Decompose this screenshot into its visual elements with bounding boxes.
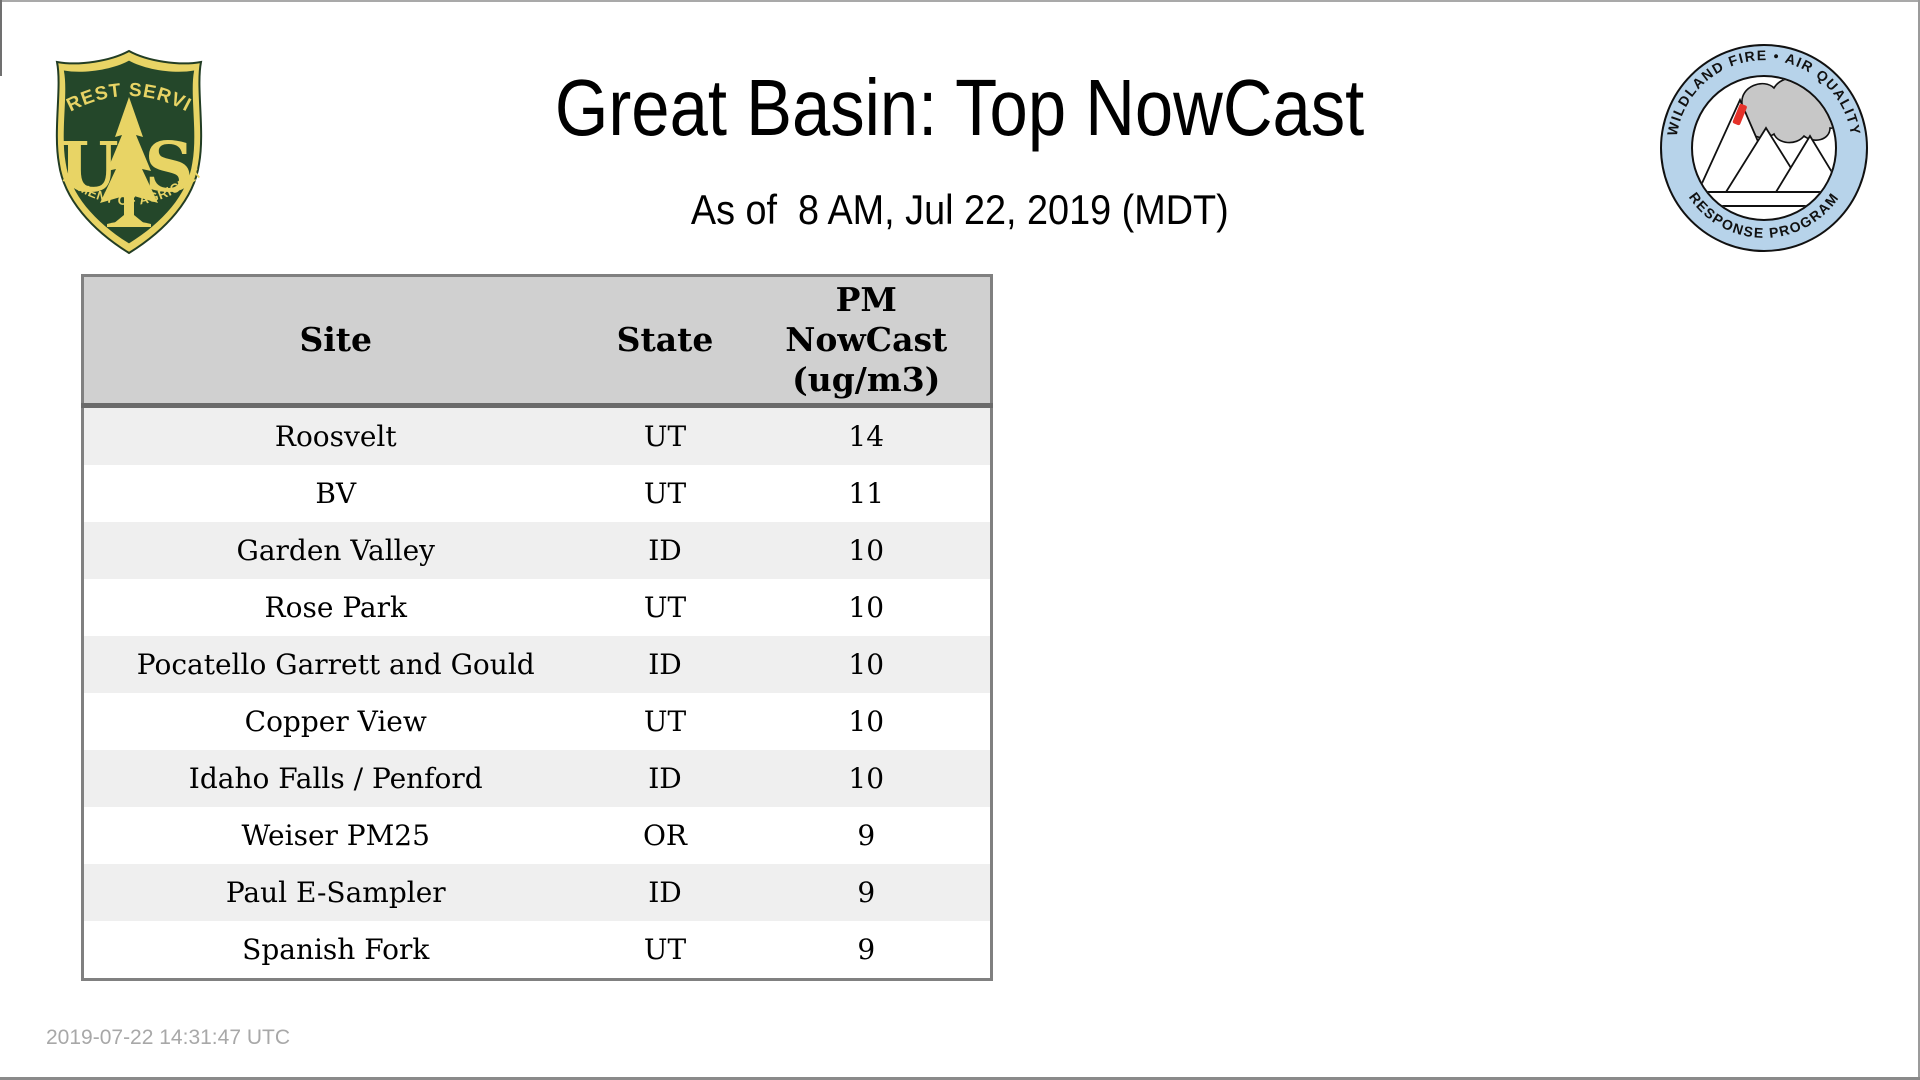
site-cell: Weiser PM25 xyxy=(241,819,430,852)
state-cell: OR xyxy=(642,819,688,852)
site-cell: BV xyxy=(315,477,357,510)
site-cell: Idaho Falls / Penford xyxy=(188,762,483,795)
frame-edge-right xyxy=(1918,0,1920,1080)
state-cell: ID xyxy=(648,534,682,567)
nowcast-cell: 10 xyxy=(848,534,885,567)
nowcast-cell: 9 xyxy=(857,933,876,966)
nowcast-cell: 14 xyxy=(848,420,885,453)
table-row: Weiser PM25 OR 9 xyxy=(82,807,992,864)
state-cell: UT xyxy=(643,591,687,624)
page-title: Great Basin: Top NowCast xyxy=(555,63,1365,152)
column-header-pm-nowcast: PM NowCast (ug/m3) xyxy=(742,275,992,408)
state-cell: UT xyxy=(643,477,687,510)
site-cell: Copper View xyxy=(244,705,427,738)
column-header-site: Site xyxy=(82,275,588,408)
usfs-logo: FOREST SERVICE U S DEPARTMENT OF AGRICUL… xyxy=(45,46,204,255)
usfs-tree-icon xyxy=(100,97,158,224)
state-cell: ID xyxy=(648,648,682,681)
flame-icon xyxy=(1732,103,1747,126)
table-row: Pocatello Garrett and Gould ID 10 xyxy=(82,636,992,693)
wfaqrp-badge: WILDLAND FIRE • AIR QUALITY RESPONSE PRO… xyxy=(1660,44,1868,252)
state-cell: UT xyxy=(643,420,687,453)
frame-edge-bottom xyxy=(0,1077,1920,1080)
site-cell: Spanish Fork xyxy=(242,933,430,966)
table-header-row: Site State PM NowCast (ug/m3) xyxy=(82,275,992,408)
nowcast-cell: 10 xyxy=(848,648,885,681)
table-row: Roosvelt UT 14 xyxy=(82,405,992,465)
table-row: Spanish Fork UT 9 xyxy=(82,921,992,980)
table-row: Copper View UT 10 xyxy=(82,693,992,750)
site-cell: Rose Park xyxy=(264,591,407,624)
nowcast-cell: 10 xyxy=(848,762,885,795)
footer-timestamp: 2019-07-22 14:31:47 UTC xyxy=(46,1026,290,1049)
table-body: Roosvelt UT 14 BV UT 11 Garden Valley ID… xyxy=(82,405,992,980)
site-cell: Paul E-Sampler xyxy=(225,876,446,909)
nowcast-cell: 11 xyxy=(848,477,885,510)
site-cell: Garden Valley xyxy=(236,534,435,567)
nowcast-cell: 10 xyxy=(848,591,885,624)
frame-edge-left xyxy=(0,0,2,76)
state-cell: ID xyxy=(648,876,682,909)
column-header-state: State xyxy=(587,275,743,408)
site-cell: Pocatello Garrett and Gould xyxy=(136,648,535,681)
page-subtitle: As of 8 AM, Jul 22, 2019 (MDT) xyxy=(691,186,1229,233)
site-cell: Roosvelt xyxy=(274,420,397,453)
nowcast-cell: 9 xyxy=(857,876,876,909)
table-row: Rose Park UT 10 xyxy=(82,579,992,636)
nowcast-cell: 9 xyxy=(857,819,876,852)
state-cell: ID xyxy=(648,762,682,795)
table-row: Paul E-Sampler ID 9 xyxy=(82,864,992,921)
nowcast-table: Site State PM NowCast (ug/m3) Roosvelt U… xyxy=(81,274,993,981)
frame-edge-top xyxy=(0,0,1920,2)
state-cell: UT xyxy=(643,933,687,966)
nowcast-cell: 10 xyxy=(848,705,885,738)
table-row: Idaho Falls / Penford ID 10 xyxy=(82,750,992,807)
table-row: Garden Valley ID 10 xyxy=(82,522,992,579)
usfs-tree-base xyxy=(107,221,151,227)
table-row: BV UT 11 xyxy=(82,465,992,522)
state-cell: UT xyxy=(643,705,687,738)
